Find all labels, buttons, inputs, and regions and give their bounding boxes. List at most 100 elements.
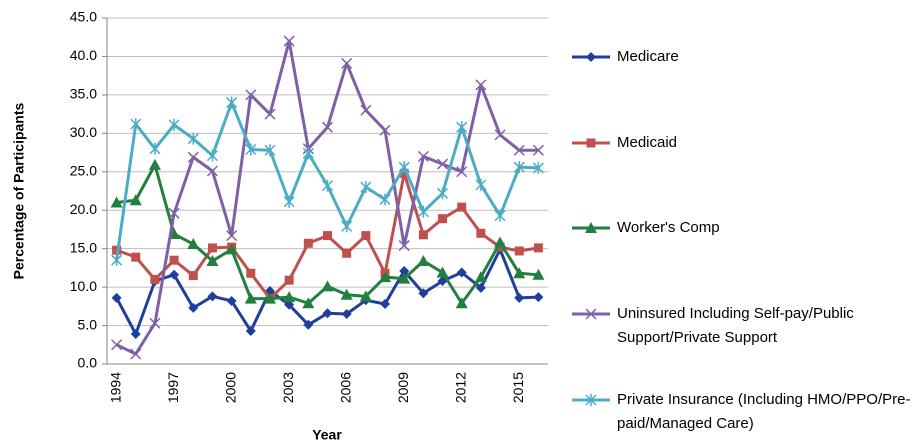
marker [226,96,238,109]
marker [264,108,276,120]
marker [321,179,334,192]
marker [379,124,391,136]
marker [150,274,160,284]
x-tick-label: 2012 [452,372,468,403]
marker [417,254,430,266]
marker [187,151,199,163]
marker [380,299,391,310]
y-tick-label: 10.0 [70,278,97,294]
marker [359,290,372,302]
marker [303,238,313,248]
marker [342,248,352,258]
marker [321,121,334,133]
marker [475,79,487,91]
marker [494,129,506,141]
x-tick-label: 2009 [395,372,411,403]
marker [437,187,449,200]
marker [207,291,218,302]
marker [206,165,218,177]
marker [169,255,179,265]
marker [514,246,524,256]
marker [532,268,545,280]
y-tick-label: 45.0 [70,9,97,25]
marker [225,243,238,255]
marker [398,240,410,252]
x-tick-label: 2000 [222,372,238,403]
marker [360,181,372,194]
marker [110,196,123,208]
marker [323,231,332,241]
marker [168,118,180,131]
marker [283,195,295,208]
marker [474,271,487,283]
marker [456,121,468,134]
marker [532,144,544,156]
x-tick-label: 1994 [107,372,123,403]
marker [245,143,257,156]
marker [494,236,507,248]
marker [586,138,596,148]
marker [284,299,295,310]
legend-label: Private Insurance (Including HMO/PPO/Pre… [617,391,911,432]
marker [494,209,506,222]
marker [533,243,543,253]
y-tick-label: 0.0 [78,355,98,371]
marker [321,280,334,292]
marker [263,292,276,304]
marker [456,267,467,278]
x-axis-title: Year [312,427,342,443]
marker [341,220,353,233]
marker [476,228,486,238]
marker [284,275,294,285]
marker [398,272,411,284]
marker [379,193,391,206]
y-tick-label: 25.0 [70,162,97,178]
marker [457,202,467,212]
marker [226,230,238,242]
marker [129,194,142,206]
y-tick-label: 20.0 [70,201,97,217]
marker [207,243,217,253]
marker [187,238,200,250]
x-tick-label: 1997 [165,372,181,403]
marker [533,292,544,303]
marker [188,271,198,281]
marker [455,297,468,309]
marker [399,265,410,276]
marker [532,161,544,174]
marker [340,288,353,300]
marker [302,297,315,309]
y-tick-label: 15.0 [70,239,97,255]
marker [438,214,448,224]
marker [341,309,352,320]
marker [245,325,256,336]
marker [244,292,257,304]
marker [303,319,314,330]
marker [513,161,525,174]
marker [302,147,314,160]
y-axis-title: Percentage of Participants [11,102,27,279]
marker [131,252,141,262]
y-tick-label: 30.0 [70,124,97,140]
marker [148,158,161,170]
marker [399,168,409,178]
marker [149,317,161,329]
marker [130,348,142,360]
marker [475,282,486,293]
marker [585,394,597,406]
marker [513,267,526,279]
x-tick-label: 2015 [510,372,526,403]
marker [245,89,257,101]
marker [264,144,276,157]
marker [188,302,199,313]
x-tick-label: 2003 [280,372,296,403]
marker [585,222,597,233]
marker [111,292,122,303]
marker [283,291,296,303]
marker [418,230,428,240]
marker [322,308,333,319]
x-tick-label: 2006 [337,372,353,403]
marker [187,132,199,145]
marker [417,150,429,162]
